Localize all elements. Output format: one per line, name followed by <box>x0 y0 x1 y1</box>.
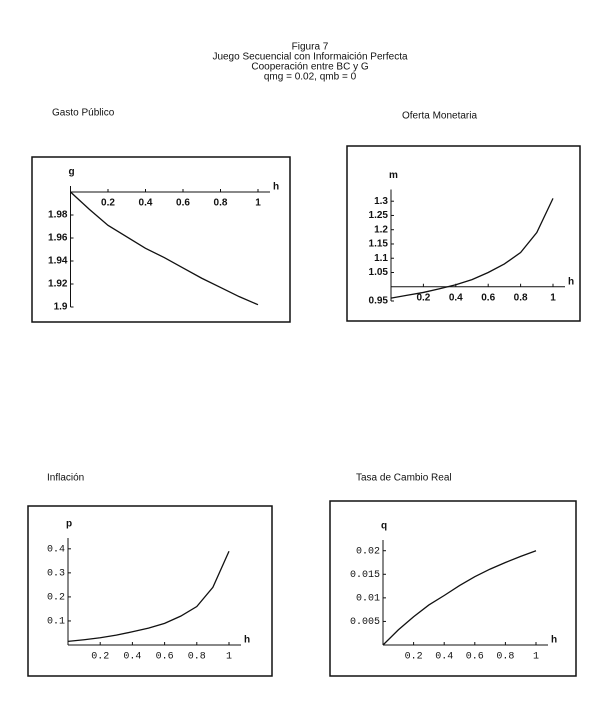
x-tick-label: 0.2 <box>405 652 423 663</box>
y-tick-label: 0.01 <box>356 593 380 604</box>
curve <box>67 550 230 643</box>
panel-title: Inflación <box>47 473 84 484</box>
panel-frame <box>31 156 291 323</box>
x-tick-label: 0.2 <box>101 198 115 209</box>
x-tick-label: 1 <box>533 652 539 663</box>
x-tick-label: 0.4 <box>449 292 463 303</box>
x-tick-label: 0.8 <box>514 292 528 303</box>
y-tick-label: 1.94 <box>48 256 68 267</box>
curve <box>382 550 537 646</box>
panel-frame <box>27 505 273 677</box>
panel-title: Tasa de Cambio Real <box>356 473 452 484</box>
y-tick-label: 1.1 <box>374 253 388 264</box>
y-tick-label: 1.05 <box>369 267 389 278</box>
x-axis-label: h <box>273 182 279 193</box>
x-tick-label: 0.8 <box>496 652 514 663</box>
y-tick-label: 0.005 <box>350 617 380 628</box>
x-tick-label: 0.8 <box>214 198 228 209</box>
y-tick-label: 0.2 <box>47 593 65 604</box>
x-axis-label: h <box>568 276 574 287</box>
y-tick-label: 1.9 <box>54 302 68 313</box>
panel-title: Gasto Público <box>52 108 115 119</box>
x-tick-label: 0.6 <box>481 292 495 303</box>
x-tick-label: 0.4 <box>123 652 141 663</box>
panel-title: Oferta Monetaria <box>402 111 477 122</box>
y-tick-label: 0.02 <box>356 546 380 557</box>
y-tick-label: 0.95 <box>369 296 389 307</box>
y-axis-label: q <box>381 521 387 532</box>
y-tick-label: 0.015 <box>350 570 380 581</box>
y-tick-label: 0.1 <box>47 617 65 628</box>
x-tick-label: 0.6 <box>156 652 174 663</box>
x-tick-label: 0.2 <box>416 292 430 303</box>
x-tick-label: 0.4 <box>139 198 153 209</box>
y-tick-label: 1.96 <box>48 233 68 244</box>
x-axis-label: h <box>551 635 557 646</box>
x-tick-label: 0.6 <box>466 652 484 663</box>
x-tick-label: 0.8 <box>188 652 206 663</box>
figure-params: qmg = 0.02, qmb = 0 <box>264 72 357 83</box>
x-axis-label: h <box>244 635 250 646</box>
y-tick-label: 1.3 <box>374 196 388 207</box>
x-tick-label: 0.2 <box>91 652 109 663</box>
figure-subtitle: Cooperación entre BC y G <box>251 62 369 73</box>
y-tick-label: 1.25 <box>369 210 389 221</box>
x-tick-label: 1 <box>226 652 232 663</box>
y-tick-label: 1.15 <box>369 239 389 250</box>
x-tick-label: 0.6 <box>176 198 190 209</box>
curve <box>390 198 554 299</box>
y-axis-label: g <box>69 167 75 178</box>
y-tick-label: 1.98 <box>48 210 68 221</box>
y-tick-label: 0.4 <box>47 544 65 555</box>
x-tick-label: 1 <box>550 292 556 303</box>
panel-frame <box>329 500 577 677</box>
y-tick-label: 0.3 <box>47 568 65 579</box>
figure-title: Juego Secuencial con Informaición Perfec… <box>212 52 408 63</box>
figure-label: Figura 7 <box>292 42 329 53</box>
y-tick-label: 1.92 <box>48 279 68 290</box>
chart-panel: Oferta Monetaria h m 0.2 0.4 0.6 0.8 1 0.95 1.05 1… <box>346 111 581 322</box>
y-axis-label: p <box>66 519 72 530</box>
chart-panel: Tasa de Cambio Real h q 0.2 0.4 0.6 0.8 1 0.005 0… <box>329 473 577 677</box>
chart-panel: Inflación h p 0.2 0.4 0.6 0.8 1 0.1 0.2 0.3 0.4 <box>27 473 273 677</box>
x-tick-label: 0.4 <box>435 652 453 663</box>
curve <box>70 191 259 306</box>
y-axis-label: m <box>389 170 398 181</box>
chart-panel: Gasto Público h g 0.2 0.4 0.6 0.8 1 1.9 1.92 1.94 1… <box>31 108 291 323</box>
x-tick-label: 1 <box>255 198 261 209</box>
panel-frame <box>346 145 581 322</box>
y-tick-label: 1.2 <box>374 224 388 235</box>
